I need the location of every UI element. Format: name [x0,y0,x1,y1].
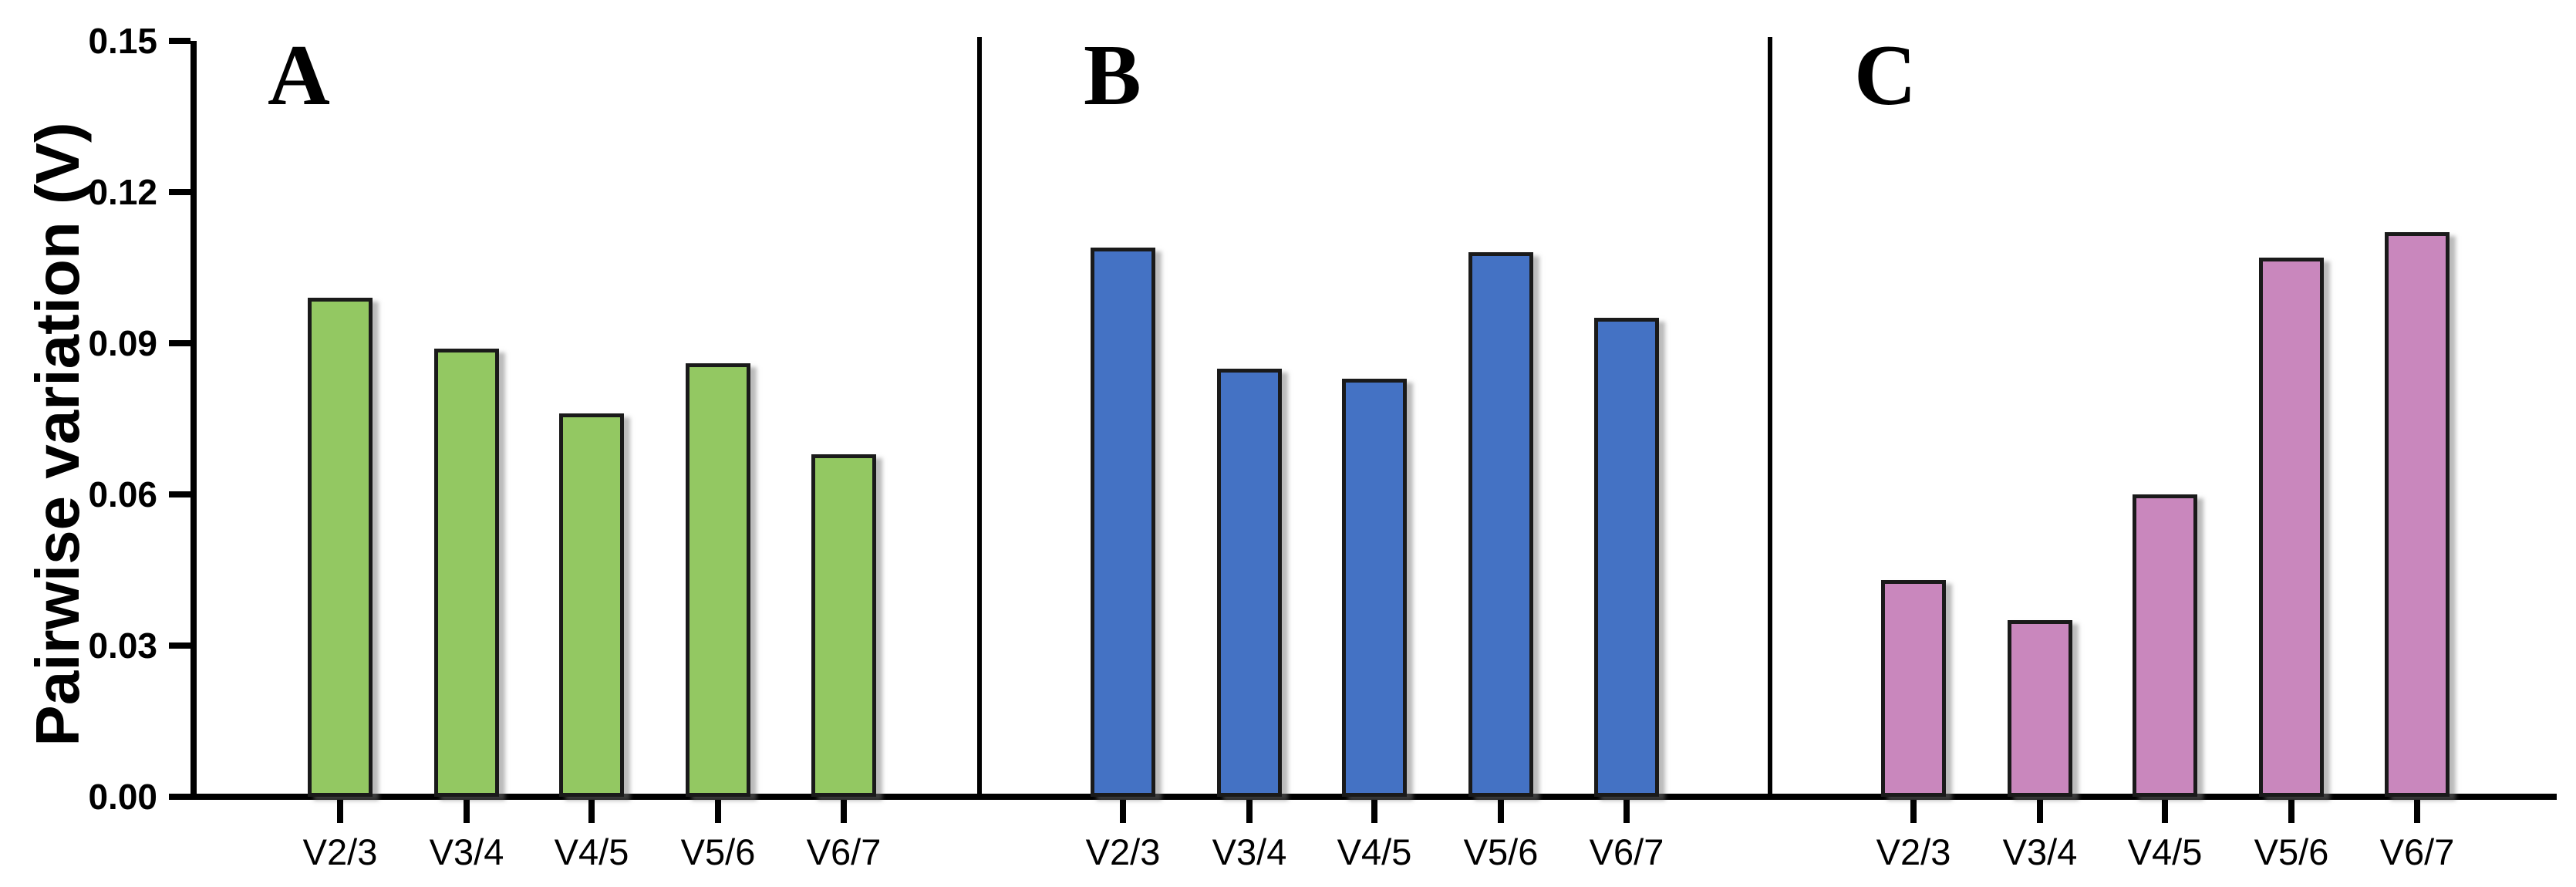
x-tick [337,800,343,823]
x-tick [715,800,721,823]
y-axis-line [191,41,197,800]
y-tick-label: 0.09 [88,323,157,363]
x-tick-label: V6/7 [2379,831,2455,872]
bar-b-V6/7 [1594,318,1659,797]
bar-c-V2/3 [1881,580,1946,797]
bar-a-V4/5 [559,413,624,797]
y-tick-label: 0.12 [88,172,157,212]
x-tick-label: V3/4 [2002,831,2078,872]
x-tick-label: V4/5 [1337,831,1412,872]
panel-label-c: C [1854,28,1917,123]
x-tick-label: V2/3 [1876,831,1951,872]
y-tick-label: 0.15 [88,21,157,61]
x-tick-label: V4/5 [554,831,629,872]
x-tick [464,800,470,823]
x-tick [588,800,595,823]
y-tick [169,794,191,800]
bar-a-V2/3 [308,298,373,797]
x-tick [2288,800,2294,823]
y-tick-label: 0.03 [88,626,157,666]
bar-a-V6/7 [811,454,876,797]
x-tick [2037,800,2043,823]
bar-b-V5/6 [1468,252,1533,797]
x-tick-label: V2/3 [1085,831,1161,872]
x-tick [1246,800,1253,823]
x-tick-label: V5/6 [2254,831,2329,872]
panel-divider [1768,37,1772,797]
x-tick-label: V3/4 [429,831,504,872]
x-tick [1498,800,1504,823]
y-tick [169,340,191,346]
bar-c-V4/5 [2133,494,2197,797]
x-tick [841,800,847,823]
y-tick [169,189,191,195]
y-tick [169,642,191,649]
panel-divider [977,37,982,797]
x-tick-label: V5/6 [1463,831,1539,872]
panel-label-a: A [268,28,330,123]
panel-label-b: B [1084,28,1141,123]
x-tick-label: V4/5 [2127,831,2203,872]
bar-b-V2/3 [1091,247,1155,797]
bar-b-V3/4 [1217,368,1282,797]
x-tick [1623,800,1630,823]
bar-c-V5/6 [2259,257,2324,797]
bar-a-V5/6 [686,363,750,797]
bar-a-V3/4 [434,348,499,797]
x-tick-label: V2/3 [302,831,378,872]
x-tick [2162,800,2168,823]
x-tick [1120,800,1126,823]
bar-b-V4/5 [1342,378,1407,797]
bar-c-V3/4 [2008,620,2072,797]
y-tick-label: 0.00 [88,777,157,817]
x-tick-label: V6/7 [806,831,882,872]
x-tick [1371,800,1377,823]
y-tick-label: 0.06 [88,474,157,514]
x-tick [1910,800,1917,823]
x-axis-line [191,794,2557,800]
y-tick [169,491,191,497]
x-tick-label: V6/7 [1589,831,1664,872]
x-tick-label: V5/6 [680,831,756,872]
bar-c-V6/7 [2385,232,2450,797]
y-tick [169,38,191,44]
x-tick-label: V3/4 [1212,831,1287,872]
x-tick [2414,800,2420,823]
